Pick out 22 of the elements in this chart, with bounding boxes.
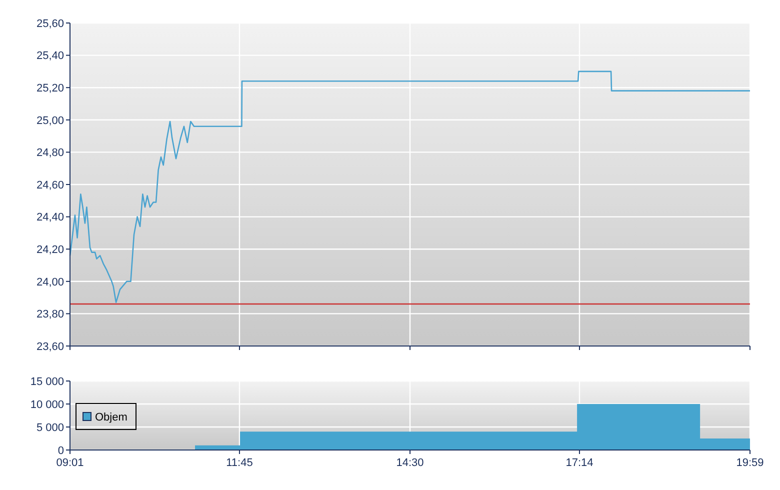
y-tick-label: 24,00	[36, 276, 64, 288]
x-tick-label: 14:30	[396, 457, 424, 469]
y-tick-label: 23,60	[36, 340, 64, 353]
y-tick-label: 23,80	[36, 308, 64, 321]
y-tick-label: 25,20	[36, 82, 64, 94]
y-tick-label: 25,60	[36, 18, 64, 30]
y-tick-label: 5 000	[36, 422, 64, 434]
y-tick-label: 25,00	[36, 114, 64, 127]
x-tick-label: 17:14	[566, 457, 594, 469]
y-tick-label: 25,40	[36, 50, 64, 62]
y-tick-label: 10 000	[30, 398, 64, 411]
y-tick-label: 24,20	[36, 244, 64, 256]
x-tick-label: 19:59	[736, 457, 764, 469]
y-tick-label: 15 000	[30, 376, 64, 388]
y-tick-label: 24,60	[36, 179, 64, 192]
y-tick-label: 24,40	[36, 212, 64, 224]
x-tick-label: 11:45	[226, 457, 253, 469]
line-series	[69, 70, 751, 304]
y-tick-label: 0	[58, 444, 64, 457]
x-tick-label: 09:01	[56, 457, 84, 469]
text: Objem	[95, 412, 128, 424]
y-tick-label: 24,80	[36, 147, 64, 160]
